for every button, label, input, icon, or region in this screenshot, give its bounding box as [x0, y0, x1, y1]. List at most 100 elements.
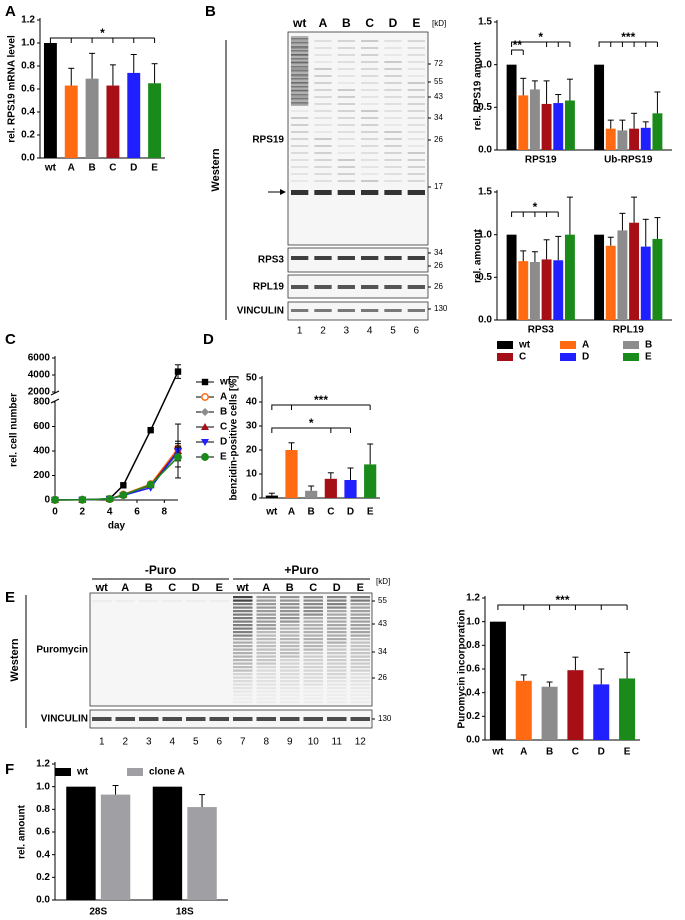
band	[327, 613, 347, 616]
band	[291, 70, 309, 72]
point	[51, 495, 59, 504]
bar	[265, 495, 278, 498]
band	[361, 54, 379, 56]
band	[280, 655, 300, 658]
lane-number: 11	[332, 737, 343, 748]
band	[162, 717, 182, 721]
lane-label: C	[309, 582, 317, 594]
band	[256, 599, 276, 602]
band	[327, 659, 347, 662]
bar	[617, 230, 628, 320]
size-marker: 26	[434, 282, 443, 291]
lane-label: B	[342, 16, 351, 30]
band	[361, 117, 379, 119]
band	[256, 659, 276, 662]
lane-number: 7	[240, 737, 246, 748]
band	[256, 641, 276, 644]
band	[314, 309, 332, 312]
blot	[287, 301, 429, 321]
band	[314, 75, 332, 77]
band	[350, 676, 370, 679]
point	[147, 426, 154, 434]
band	[337, 138, 355, 140]
band	[327, 662, 347, 665]
x-tick-label: A	[288, 507, 295, 518]
band	[291, 256, 309, 260]
band	[327, 655, 347, 658]
bar	[529, 261, 540, 320]
band	[314, 180, 332, 182]
band	[327, 701, 347, 704]
unit-label: [kD]	[432, 19, 446, 28]
y-tick-label: 200	[33, 470, 50, 481]
bar	[553, 260, 564, 320]
y-tick-label: 1.0	[21, 38, 35, 49]
band	[314, 145, 332, 147]
band	[233, 687, 253, 690]
y-tick-label: 4000	[28, 370, 51, 381]
band	[280, 697, 300, 700]
band	[291, 54, 309, 56]
band	[303, 648, 323, 651]
bar	[515, 680, 532, 740]
band	[233, 694, 253, 697]
band	[314, 173, 332, 175]
band	[350, 687, 370, 690]
band	[407, 54, 425, 56]
lane-number: 3	[146, 737, 152, 748]
y-tick-label: 800	[33, 397, 50, 408]
band	[327, 603, 347, 606]
band	[361, 180, 379, 182]
panel-label: B	[205, 3, 216, 20]
y-tick-label: 2000	[28, 387, 51, 398]
band	[280, 613, 300, 616]
legend-swatch	[55, 768, 71, 776]
band	[233, 606, 253, 609]
band	[256, 631, 276, 634]
band	[314, 285, 332, 289]
band	[327, 666, 347, 669]
bar	[629, 222, 640, 320]
band	[280, 687, 300, 690]
y-tick-label: 1.5	[478, 17, 492, 28]
point	[105, 495, 114, 503]
band	[256, 690, 276, 693]
band	[291, 110, 309, 112]
band	[327, 690, 347, 693]
band	[327, 694, 347, 697]
band	[327, 648, 347, 651]
bar	[652, 113, 663, 150]
band	[327, 617, 347, 620]
band	[337, 103, 355, 105]
size-marker: 26	[434, 135, 443, 144]
band	[361, 124, 379, 126]
bar	[594, 234, 605, 320]
bar	[187, 807, 217, 900]
band	[233, 620, 253, 623]
bar	[152, 786, 183, 900]
x-axis-label: day	[108, 521, 126, 532]
band	[233, 676, 253, 679]
lane-label: E	[216, 582, 223, 594]
band	[256, 666, 276, 669]
band	[256, 662, 276, 665]
significance-bracket	[271, 427, 351, 433]
y-axis-label: rel. RPS19 amount	[473, 41, 484, 130]
y-tick-label: 1.2	[466, 593, 480, 604]
lane-number: 10	[308, 737, 320, 748]
size-marker: 26	[434, 261, 443, 270]
band	[384, 75, 402, 77]
bar	[506, 234, 517, 320]
band	[384, 180, 402, 182]
band	[280, 662, 300, 665]
band	[314, 190, 332, 195]
band	[361, 166, 379, 168]
band	[337, 256, 355, 260]
band	[256, 620, 276, 623]
band	[350, 620, 370, 623]
band	[314, 40, 332, 42]
band	[337, 82, 355, 84]
band	[256, 655, 276, 658]
significance-bracket	[49, 37, 156, 43]
point	[120, 482, 127, 489]
